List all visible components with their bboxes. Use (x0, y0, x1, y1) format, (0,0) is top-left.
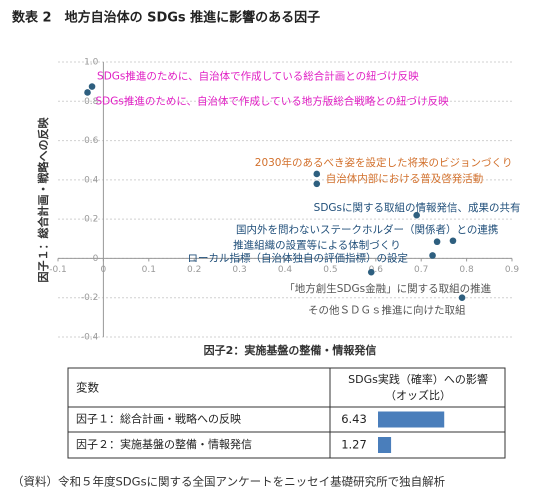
odds-bar (378, 437, 392, 453)
x-tick-label: 0.7 (414, 265, 428, 275)
x-tick-label: 0.9 (505, 265, 520, 275)
point (458, 294, 466, 302)
odds-bar (378, 411, 445, 428)
y-tick-label: -0.4 (81, 333, 99, 343)
point (84, 89, 91, 96)
point (449, 237, 457, 245)
point-label: 国内外を問わないステークホルダー（関係者）との連携 (236, 223, 498, 236)
point-label: 自治体内部における普及啓発活動 (326, 172, 484, 185)
point-label: 推進組織の設置等による体制づくり (233, 239, 401, 252)
point (313, 180, 321, 188)
table-cell: 因子２：実施基盤の整備・情報発信 (76, 437, 252, 451)
point (429, 252, 436, 259)
table-value: 6.43 (341, 412, 367, 426)
source-note: （資料）令和５年度SDGsに関する全国アンケートをニッセイ基礎研究所で独自解析 (12, 475, 445, 489)
point (313, 170, 321, 178)
point-label: SDGs推進のために、自治体で作成している地方版総合戦略との紐づけ反映 (96, 94, 450, 107)
x-axis-title: 因子2：実施基盤の整備・情報発信 (204, 343, 377, 357)
x-tick-label: 0.8 (459, 265, 474, 275)
x-tick-label: 0.2 (187, 265, 201, 275)
table-border (67, 367, 506, 459)
y-tick-label: 0.2 (84, 215, 98, 225)
point (433, 238, 441, 246)
table-header: （オッズ比） (385, 388, 451, 402)
point-label: 2030年のあるべき姿を設定した将来のビジョンづくり (255, 156, 513, 169)
y-axis-title: 因子１：総合計画・戦略への反映 (36, 117, 50, 283)
point (88, 83, 96, 90)
page-title: 数表 2 地方自治体の SDGs 推進に影響のある因子 (12, 10, 320, 26)
x-tick-label: 0.5 (323, 265, 337, 275)
y-tick-label: -0.2 (81, 293, 99, 303)
point (413, 211, 420, 219)
point-label: SDGs推進のために、自治体で作成している総合計画との紐づけ反映 (97, 70, 419, 83)
table-header: SDGs実践（確率）への影響 (348, 372, 488, 386)
table: 変数 SDGs実践（確率）への影響 （オッズ比） (67, 367, 506, 459)
y-tick-label: 0.4 (84, 175, 99, 185)
point-label: その他ＳＤＧｓ推進に向けた取組 (308, 304, 466, 317)
point-label: ローカル指標（自治体独自の評価指標）の設定 (188, 251, 409, 264)
x-tick-label: 0.4 (278, 265, 293, 275)
y-tick-label: 0.8 (84, 97, 99, 107)
table-value: 1.27 (341, 438, 367, 452)
y-tick-label: 1.0 (84, 58, 99, 68)
table-cell: 因子１：総合計画・戦略への反映 (76, 412, 241, 426)
x-tick-label: 0.1 (142, 265, 156, 275)
y-tick-label: 0.6 (84, 136, 99, 146)
point-label: SDGsに関する取組の情報発信、成果の共有 (314, 201, 521, 214)
x-tick-label: -0.1 (49, 265, 67, 275)
table-header: 変数 (76, 381, 99, 395)
point (367, 268, 375, 276)
x-tick-label: 0.6 (369, 265, 384, 275)
point-label: 「地方創生SDGs金融」に関する取組の推進 (284, 282, 491, 295)
x-tick-label: 0.3 (232, 265, 246, 275)
